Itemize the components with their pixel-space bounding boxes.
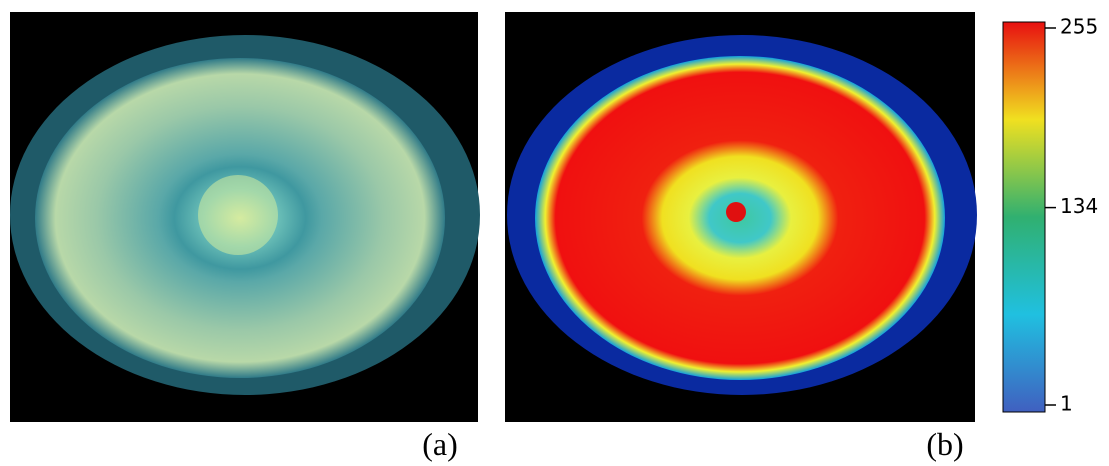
figure: (a) (b) 1 134 255 bbox=[0, 0, 1109, 466]
page: (a)(b)1134255 (() => { const data = JSON… bbox=[0, 0, 1109, 466]
tick-label: 255 bbox=[1060, 15, 1098, 39]
panel-label: (a) bbox=[422, 426, 458, 462]
panel-a-image bbox=[10, 12, 480, 422]
panel-b-image bbox=[505, 12, 977, 422]
panel-label: (b) bbox=[926, 426, 963, 462]
colorbar bbox=[1003, 22, 1045, 412]
tick-label: 1 bbox=[1060, 392, 1073, 416]
tick-label: 134 bbox=[1060, 194, 1098, 218]
